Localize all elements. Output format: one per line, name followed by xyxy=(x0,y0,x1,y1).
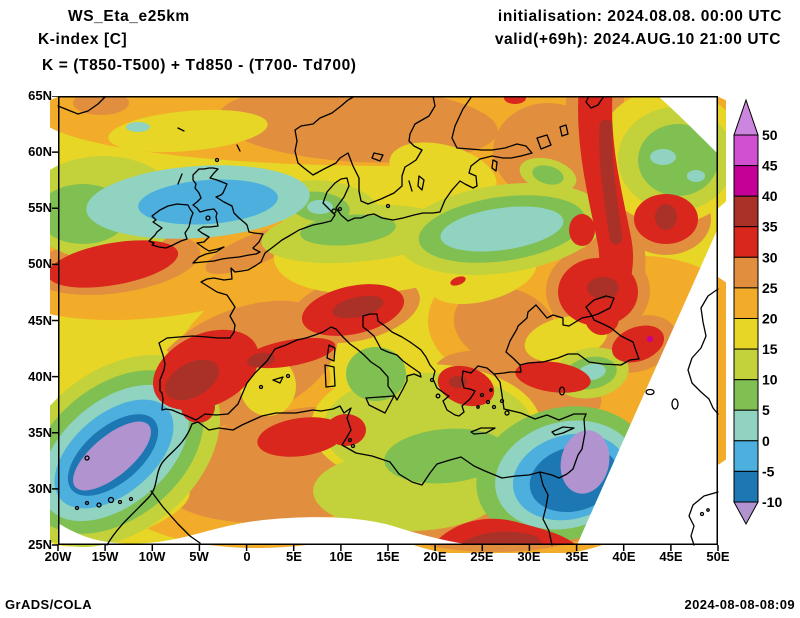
contour-fill-layer xyxy=(50,96,726,553)
model-title: WS_Eta_e25km xyxy=(68,8,190,25)
x-tick-label: 20E xyxy=(423,549,447,564)
y-tick-label: 60N xyxy=(28,144,52,159)
y-tick-label: 40N xyxy=(28,369,52,384)
x-tick-label: 50E xyxy=(706,549,730,564)
svg-text:15: 15 xyxy=(762,341,778,357)
svg-text:30: 30 xyxy=(762,249,778,265)
x-tick-label: 30E xyxy=(517,549,541,564)
y-tick-label: 55N xyxy=(28,200,52,215)
formula-line: K = (T850-T500) + Td850 - (T700- Td700) xyxy=(42,57,357,74)
colorbar-legend: 50 45 40 35 30 25 20 15 10 5 0 -5 -10 xyxy=(733,98,782,526)
plot-frame xyxy=(52,96,719,551)
low-kindex-ukraine-blob xyxy=(440,206,564,252)
svg-text:5: 5 xyxy=(762,402,770,418)
plot-timestamp: 2024-08-08-08:09 xyxy=(684,597,795,612)
y-tick-label: 30N xyxy=(28,481,52,496)
svg-text:35: 35 xyxy=(762,219,778,235)
x-tick-label: 0 xyxy=(243,549,251,564)
minimum-atlantic-purple-core xyxy=(73,421,151,491)
y-tick-label: 45N xyxy=(28,313,52,328)
x-tick-label: 5E xyxy=(286,549,302,564)
svg-text:-5: -5 xyxy=(762,463,775,479)
domain-boundary-whitespace xyxy=(58,96,718,545)
svg-text:45: 45 xyxy=(762,158,778,174)
x-tick-label: 40E xyxy=(612,549,636,564)
x-tick-label: 15W xyxy=(91,549,119,564)
init-time-line: initialisation: 2024.08.08. 00:00 UTC xyxy=(497,8,782,25)
x-axis-ticks xyxy=(57,545,719,551)
minimum-levant-purple-core xyxy=(560,430,610,494)
valid-time-line: valid(+69h): 2024.AUG.10 21:00 UTC xyxy=(494,31,781,48)
y-tick-label: 25N xyxy=(28,537,52,552)
y-tick-label: 50N xyxy=(28,256,52,271)
svg-text:0: 0 xyxy=(762,433,770,449)
svg-text:50: 50 xyxy=(762,127,778,143)
x-tick-label: 10E xyxy=(329,549,353,564)
k-index-contour-map xyxy=(50,96,726,553)
svg-text:25: 25 xyxy=(762,280,778,296)
y-tick-label: 35N xyxy=(28,425,52,440)
x-tick-label: 45E xyxy=(659,549,683,564)
colorbar-arrow-below-minus10 xyxy=(733,501,759,526)
x-tick-label: 35E xyxy=(565,549,589,564)
x-tick-label: 5W xyxy=(189,549,209,564)
x-tick-label: 25E xyxy=(470,549,494,564)
colorbar-labels: 50 45 40 35 30 25 20 15 10 5 0 -5 -10 xyxy=(762,127,782,510)
x-tick-label: 20W xyxy=(44,549,72,564)
coastline-layer xyxy=(57,96,719,546)
y-axis-ticks xyxy=(52,96,58,546)
colorbar-arrow-above-50 xyxy=(733,98,759,136)
grads-credit: GrADS/COLA xyxy=(5,597,93,612)
y-tick-label: 65N xyxy=(28,88,52,103)
x-tick-label: 10W xyxy=(138,549,166,564)
svg-text:10: 10 xyxy=(762,372,778,388)
svg-text:20: 20 xyxy=(762,311,778,327)
parameter-title: K-index [C] xyxy=(38,31,128,48)
svg-text:40: 40 xyxy=(762,188,778,204)
svg-text:-10: -10 xyxy=(762,494,782,510)
x-tick-label: 15E xyxy=(376,549,400,564)
